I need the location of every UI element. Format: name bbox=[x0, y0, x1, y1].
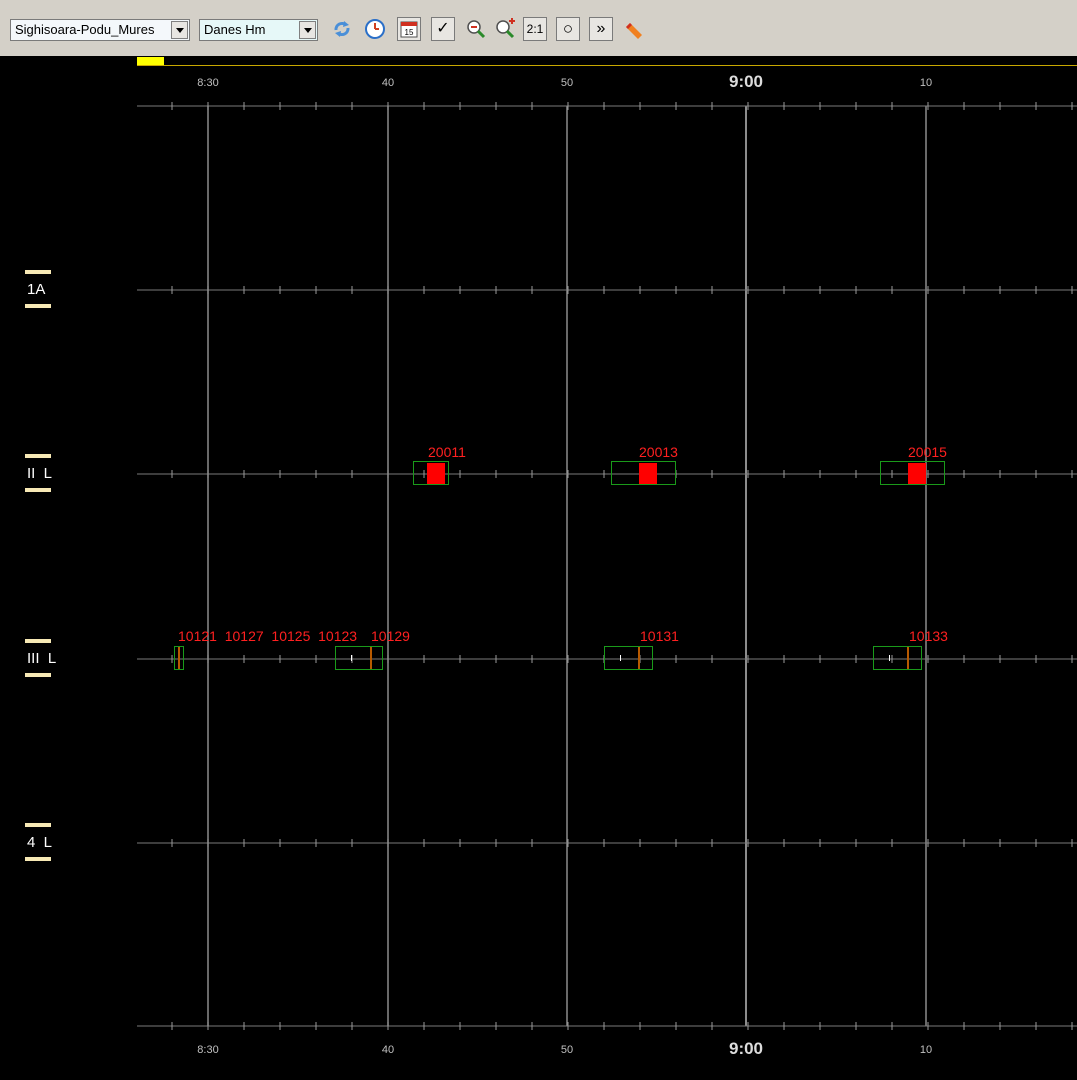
train-tick-10133 bbox=[889, 655, 890, 661]
clock-button[interactable] bbox=[363, 17, 387, 41]
track-marker-bottom bbox=[25, 673, 51, 677]
time-label-bottom-0830: 8:30 bbox=[197, 1044, 219, 1056]
train-marker-10133 bbox=[907, 647, 909, 669]
chevron-down-icon[interactable] bbox=[299, 21, 316, 39]
chevron-down-icon[interactable] bbox=[171, 21, 188, 39]
circle-icon: ○ bbox=[562, 19, 574, 38]
track-label-iii-l[interactable]: III L bbox=[25, 639, 57, 679]
track-name: 1A bbox=[27, 281, 46, 298]
track-label-ii-l[interactable]: II L bbox=[25, 454, 55, 494]
time-label-bottom-50: 50 bbox=[560, 1044, 574, 1056]
train-label-20013[interactable]: 20013 bbox=[639, 444, 678, 460]
eraser-button[interactable] bbox=[622, 17, 646, 41]
train-occupancy-20011 bbox=[427, 463, 445, 484]
train-label-group[interactable]: 10121 10127 10125 10123 bbox=[178, 628, 358, 644]
scroll-track bbox=[137, 65, 1077, 66]
train-occupancy-20015 bbox=[908, 463, 926, 484]
calendar-day: 15 bbox=[404, 28, 414, 37]
train-slot-10133[interactable] bbox=[873, 646, 922, 670]
eraser-icon bbox=[626, 23, 642, 39]
train-label-10131[interactable]: 10131 bbox=[640, 628, 679, 644]
zoom-in-button[interactable] bbox=[493, 17, 517, 41]
train-tick-10129 bbox=[351, 655, 352, 661]
section-select[interactable]: Sighisoara-Podu_Mures bbox=[10, 19, 190, 41]
train-label-20015[interactable]: 20015 bbox=[908, 444, 947, 460]
time-label-top-10: 10 bbox=[919, 77, 933, 89]
track-marker-top bbox=[25, 454, 51, 458]
track-label-4-l[interactable]: 4 L bbox=[25, 823, 55, 863]
train-slot-10131[interactable] bbox=[604, 646, 653, 670]
zoom-in-icon bbox=[496, 18, 515, 39]
track-label-1a[interactable]: 1A bbox=[25, 270, 55, 310]
forward-button[interactable]: » bbox=[589, 17, 613, 41]
check-button[interactable]: ✓ bbox=[431, 17, 455, 41]
ratio-button[interactable]: 2:1 bbox=[523, 17, 547, 41]
train-marker-10129 bbox=[370, 647, 372, 669]
train-occupancy-20013 bbox=[639, 463, 657, 484]
train-slot-20015[interactable] bbox=[880, 461, 945, 485]
timetable-graph[interactable]: 8:30 40 50 9:00 10 8:30 40 50 9:00 10 1A… bbox=[0, 68, 1077, 1080]
time-label-top-0900: 9:00 bbox=[728, 72, 764, 91]
train-marker-10121 bbox=[178, 647, 180, 669]
track-name: III L bbox=[27, 650, 57, 667]
time-label-bottom-40: 40 bbox=[381, 1044, 395, 1056]
grid-lines bbox=[137, 102, 1077, 1030]
train-slot-10121[interactable] bbox=[174, 646, 184, 670]
ratio-label: 2:1 bbox=[526, 22, 544, 36]
track-marker-bottom bbox=[25, 304, 51, 308]
track-marker-top bbox=[25, 639, 51, 643]
check-icon: ✓ bbox=[436, 20, 450, 37]
scroll-thumb[interactable] bbox=[137, 57, 164, 65]
circle-button[interactable]: ○ bbox=[556, 17, 580, 41]
time-label-top-50: 50 bbox=[560, 77, 574, 89]
track-marker-top bbox=[25, 823, 51, 827]
zoom-out-button[interactable] bbox=[464, 17, 488, 41]
train-label-10129[interactable]: 10129 bbox=[371, 628, 410, 644]
refresh-button[interactable] bbox=[330, 17, 354, 41]
train-slot-20013[interactable] bbox=[611, 461, 676, 485]
forward-icon: » bbox=[596, 20, 606, 37]
calendar-button[interactable]: 15 bbox=[397, 17, 421, 41]
train-slot-20011[interactable] bbox=[413, 461, 449, 485]
operator-select[interactable]: Danes Hm bbox=[199, 19, 318, 41]
track-marker-bottom bbox=[25, 857, 51, 861]
operator-select-value: Danes Hm bbox=[204, 22, 266, 37]
refresh-icon bbox=[334, 21, 350, 37]
track-marker-bottom bbox=[25, 488, 51, 492]
train-tick-10131 bbox=[620, 655, 621, 661]
calendar-icon bbox=[400, 21, 418, 38]
track-name: II L bbox=[27, 465, 53, 482]
timeline-scrollbar[interactable] bbox=[0, 56, 1077, 68]
train-marker-10131 bbox=[638, 647, 640, 669]
train-label-20011[interactable]: 20011 bbox=[428, 444, 466, 460]
time-label-top-0830: 8:30 bbox=[197, 77, 219, 89]
time-label-top-40: 40 bbox=[381, 77, 395, 89]
section-select-value: Sighisoara-Podu_Mures bbox=[15, 22, 155, 37]
zoom-out-icon bbox=[467, 20, 486, 39]
clock-icon bbox=[365, 19, 385, 39]
toolbar: Sighisoara-Podu_Mures Danes Hm 15 ✓ bbox=[0, 0, 1077, 57]
time-label-bottom-10: 10 bbox=[919, 1044, 933, 1056]
train-label-10133[interactable]: 10133 bbox=[909, 628, 948, 644]
track-marker-top bbox=[25, 270, 51, 274]
track-name: 4 L bbox=[27, 834, 53, 851]
time-label-bottom-0900: 9:00 bbox=[728, 1039, 764, 1058]
train-slot-10129[interactable] bbox=[335, 646, 383, 670]
